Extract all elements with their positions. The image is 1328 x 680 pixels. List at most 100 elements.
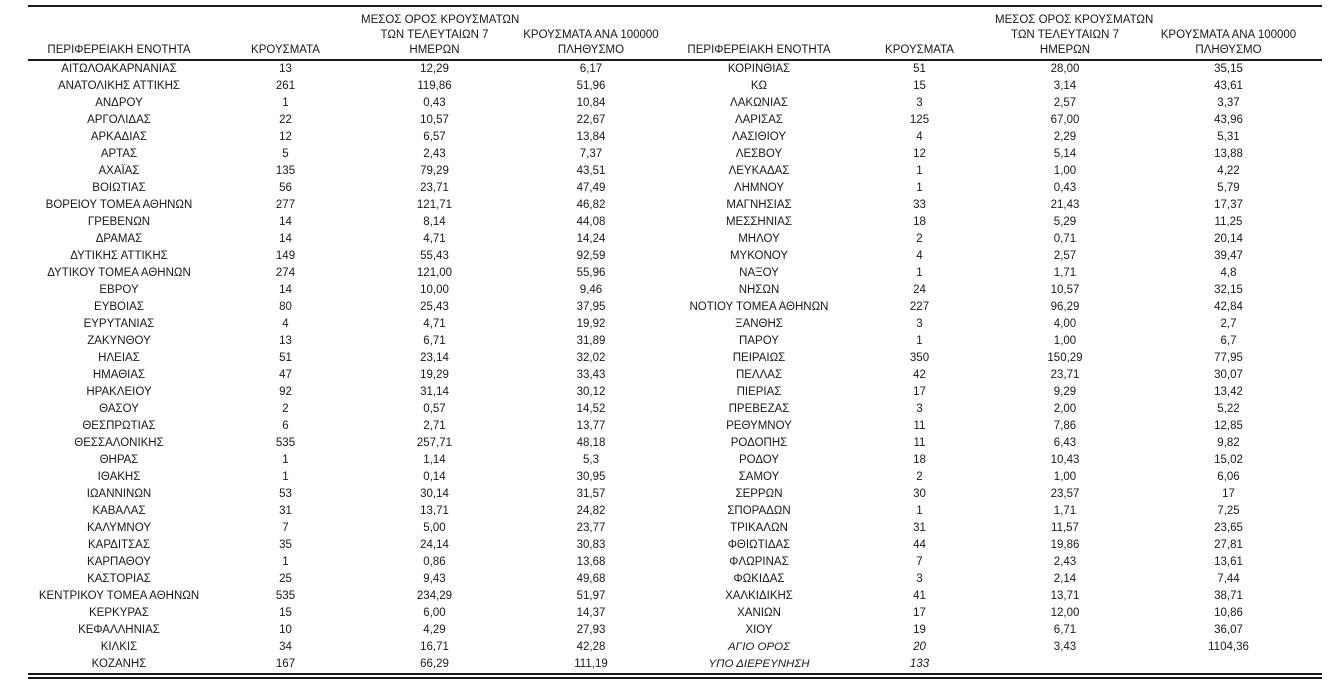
cases-cell: 1 [916,505,923,517]
per100k-cell: 7,37 [579,148,603,160]
region-name-cell: ΖΑΚΥΝΘΟΥ [87,335,151,347]
per100k-cell: 5,79 [1217,182,1240,194]
per100k-cell: 43,61 [1214,80,1243,92]
avg7-cell: 96,29 [1050,301,1080,313]
avg7-cell: 13,71 [420,505,449,517]
cases-cell: 33 [913,199,926,211]
per100k-cell [1135,656,1322,676]
table-row: ΚΟΖΑΝΗΣ 167 66,29 111,19 ΥΠΟ ΔΙΕΡΕΥΝΗΣΗ 133 [28,656,1322,676]
per100k-cell: 46,82 [576,199,606,211]
table-row: ΗΡΑΚΛΕΙΟΥ 92 31,14 30,12 ΠΙΕΡΙΑΣ 17 9,29 13,42 [28,384,1322,401]
table-row: ΕΥΒΟΙΑΣ 80 25,43 37,95 ΝΟΤΙΟΥ ΤΟΜΕΑ ΑΘΗΝΩΝ 22… [28,299,1322,316]
region-name-cell: ΘΕΣΣΑΛΟΝΙΚΗΣ [74,437,164,449]
region-name-cell: ΕΥΡΥΤΑΝΙΑΣ [83,318,155,330]
per100k-cell: 36,07 [1214,624,1243,636]
table-row: ΚΑΣΤΟΡΙΑΣ 25 9,43 49,68 ΦΩΚΙΔΑΣ 3 2,14 7,44 [28,571,1322,588]
table-row: ΚΕΝΤΡΙΚΟΥ ΤΟΜΕΑ ΑΘΗΝΩΝ 535 234,29 51,97 ΧΑΛΚ… [28,588,1322,605]
avg7-cell: 67,00 [1050,114,1080,126]
cases-cell: 13 [279,63,292,75]
region-name-cell: ΚΑΡΔΙΤΣΑΣ [88,539,150,551]
cases-cell: 42 [913,369,926,381]
region-header-label: ΠΕΡΙΦΕΡΕΙΑΚΗ ΕΝΟΤΗΤΑ [47,44,191,56]
cases-cell: 261 [275,80,296,92]
per100k-cell: 13,42 [1214,386,1243,398]
region-name-cell: ΑΧΑΪΑΣ [98,165,140,177]
per100k-cell: 17,37 [1214,199,1243,211]
per100k-cell: 38,71 [1214,590,1243,602]
avg7-cell: 6,71 [1053,624,1077,636]
region-name-cell: ΧΑΝΙΩΝ [737,607,781,619]
cases-cell: 1 [282,97,289,109]
per100k-cell: 92,59 [576,250,606,262]
region-name-cell: ΝΑΞΟΥ [739,267,779,279]
cases-cell: 18 [913,216,926,228]
avg7-cell: 1,00 [1053,471,1077,483]
per100k-cell: 77,95 [1214,352,1243,364]
per100k-cell: 35,15 [1214,63,1243,75]
cases-cell: 15 [279,607,292,619]
avg7-cell: 9,29 [1053,386,1077,398]
per100k-cell: 6,17 [579,63,603,75]
region-name-cell: ΚΟΖΑΝΗΣ [91,658,147,670]
avg7-cell: 6,43 [1053,437,1077,449]
cases-cell: 12 [913,148,926,160]
region-name-cell: ΚΩ [750,80,768,92]
region-name-cell: ΑΡΓΟΛΙΔΑΣ [87,114,151,126]
cases-cell: 47 [279,369,292,381]
avg7-cell: 30,14 [420,488,449,500]
cases-cell: 4 [916,250,923,262]
avg7-cell: 10,57 [1050,284,1080,296]
region-name-cell: ΝΗΣΩΝ [738,284,780,296]
per100k-cell: 44,08 [576,216,606,228]
per100k-cell: 13,68 [576,556,606,568]
per100k-cell: 24,82 [576,505,606,517]
region-name-cell: ΧΑΛΚΙΔΙΚΗΣ [725,590,793,602]
cases-header-right: ΚΡΟΥΣΜΑΤΑ [844,6,995,61]
per100k-header-left: ΚΡΟΥΣΜΑΤΑ ΑΝΑ 100000 ΠΛΗΘΥΣΜΟ [508,6,674,61]
per100k-cell: 31,57 [576,488,606,500]
avg7-cell: 6,00 [423,607,446,619]
region-name-cell: ΦΩΚΙΔΑΣ [733,573,785,585]
cases-cell: 135 [275,165,296,177]
per100k-cell: 27,81 [1214,539,1243,551]
per100k-cell: 13,61 [1214,556,1243,568]
region-name-cell: ΗΛΕΙΑΣ [98,352,140,364]
per100k-cell: 111,19 [574,658,608,670]
cases-cell: 18 [913,454,926,466]
per100k-cell: 51,97 [576,590,606,602]
per100k-cell: 6,7 [1220,335,1237,347]
cases-cell: 12 [279,131,292,143]
per100k-cell: 13,77 [576,420,606,432]
cases-cell: 1 [916,182,923,194]
per100k-cell: 17 [1222,488,1235,500]
cases-cell: 35 [279,539,292,551]
region-name-cell: ΣΕΡΡΩΝ [735,488,783,500]
per100k-cell: 2,7 [1220,318,1237,330]
avg7-cell: 0,86 [423,556,446,568]
per100k-cell: 10,86 [1214,607,1243,619]
per100k-cell: 49,68 [576,573,606,585]
avg7-cell: 19,86 [1050,539,1080,551]
avg7-cell: 4,71 [423,318,446,330]
region-name-cell: ΜΥΚΟΝΟΥ [729,250,789,262]
avg7-cell: 2,57 [1053,250,1077,262]
avg7-cell: 10,43 [1050,454,1080,466]
region-name-cell: ΑΝΑΤΟΛΙΚΗΣ ΑΤΤΙΚΗΣ [57,80,180,92]
cases-cell: 3 [916,403,923,415]
avg7-cell: 4,00 [1053,318,1077,330]
avg7-cell: 0,71 [1053,233,1077,245]
region-name-cell: ΚΕΦΑΛΛΗΝΙΑΣ [78,624,160,636]
per100k-cell: 31,89 [576,335,606,347]
region-name-cell: ΛΑΚΩΝΙΑΣ [730,97,788,109]
per100k-cell: 51,96 [576,80,606,92]
cases-cell: 3 [916,573,923,585]
table-body: ΑΙΤΩΛΟΑΚΑΡΝΑΝΙΑΣ 13 12,29 6,17 ΚΟΡΙΝΘΙΑΣ 51 28… [28,60,1322,676]
table-row: ΙΩΑΝΝΙΝΩΝ 53 30,14 31,57 ΣΕΡΡΩΝ 30 23,57 17 [28,486,1322,503]
table-row: ΑΝΑΤΟΛΙΚΗΣ ΑΤΤΙΚΗΣ 261 119,86 51,96 ΚΩ 15 3,14… [28,78,1322,95]
table-row: ΑΧΑΪΑΣ 135 79,29 43,51 ΛΕΥΚΑΔΑΣ 1 1,00 4,22 [28,163,1322,180]
region-name-cell: ΕΒΡΟΥ [99,284,139,296]
avg7-cell: 5,29 [1053,216,1077,228]
region-name-cell: ΔΡΑΜΑΣ [95,233,143,245]
cases-cell: 4 [282,318,289,330]
avg7-cell: 2,43 [1053,556,1077,568]
